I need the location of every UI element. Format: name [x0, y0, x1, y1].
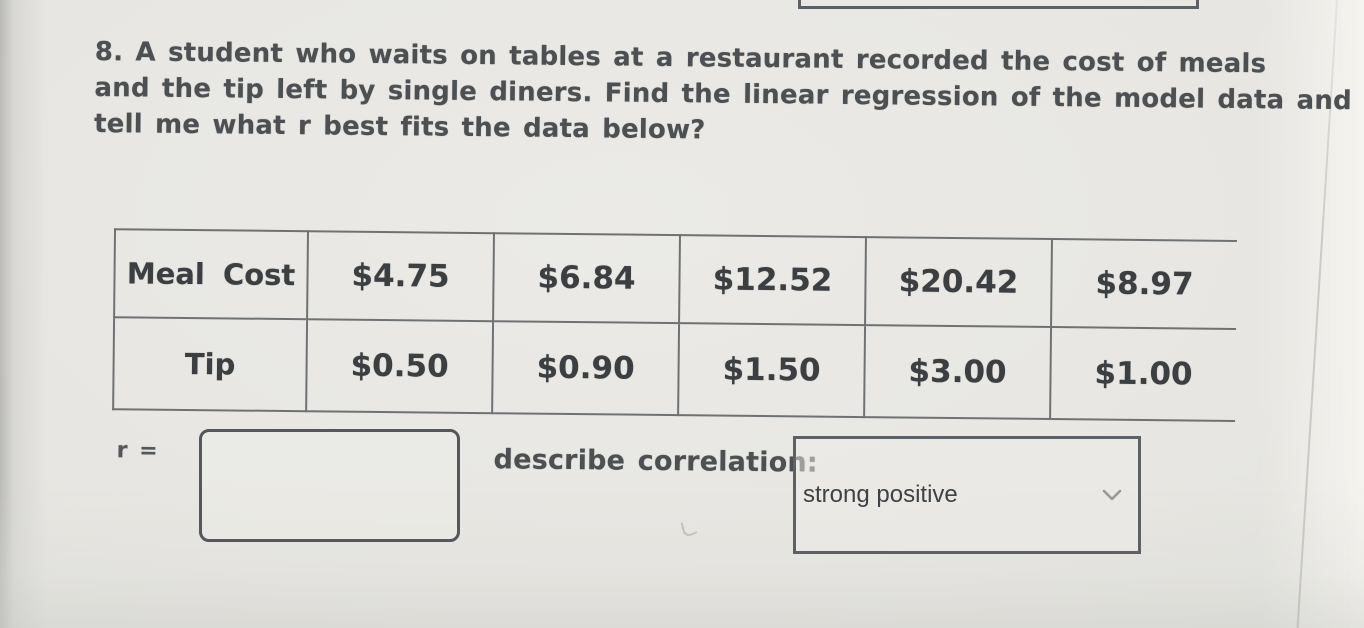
pencil-smudge-mark [680, 517, 698, 539]
correlation-selected-value: strong positive [803, 481, 958, 508]
r-value-input[interactable] [199, 429, 460, 542]
chevron-down-icon [1102, 489, 1122, 501]
previous-question-answer-box[interactable] [798, 0, 1199, 9]
correlation-dropdown[interactable]: strong positive [793, 436, 1141, 554]
